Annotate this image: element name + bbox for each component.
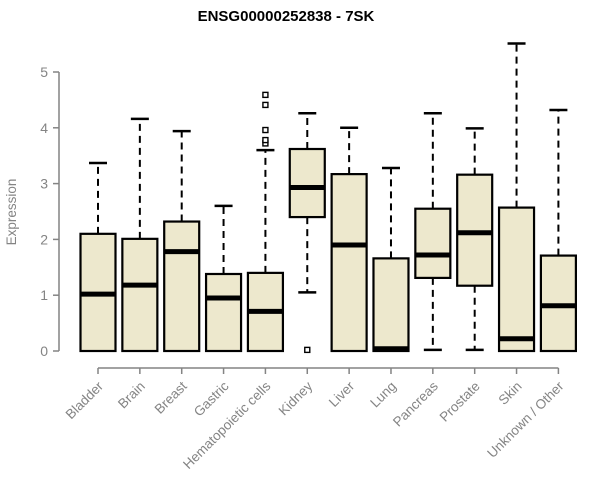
iqr-box bbox=[121, 237, 159, 353]
box-gastric bbox=[204, 204, 243, 353]
x-tick-label: Breast bbox=[152, 378, 190, 416]
x-tick-label: Liver bbox=[326, 378, 358, 410]
boxes-layer bbox=[79, 42, 578, 354]
y-tick-label: 5 bbox=[40, 64, 48, 80]
outlier-point bbox=[262, 101, 269, 109]
x-tick-label: Skin bbox=[495, 379, 524, 408]
x-tick-label: Unknown / Other bbox=[484, 378, 567, 461]
iqr-box bbox=[372, 257, 410, 353]
x-tick-label: Lung bbox=[367, 379, 399, 411]
iqr-box bbox=[414, 207, 452, 280]
box-prostate bbox=[456, 127, 494, 352]
chart-title: ENSG00000252838 - 7SK bbox=[198, 8, 375, 25]
iqr-box bbox=[163, 220, 201, 353]
y-tick-label: 0 bbox=[40, 343, 48, 359]
iqr-box bbox=[288, 147, 326, 219]
iqr-box bbox=[497, 206, 536, 353]
box-hematopoietic-cells bbox=[246, 91, 285, 353]
y-tick-label: 2 bbox=[40, 231, 48, 247]
x-tick-label: Gastric bbox=[191, 378, 232, 419]
iqr-box bbox=[330, 173, 368, 353]
box-brain bbox=[121, 117, 159, 353]
box-breast bbox=[163, 129, 201, 353]
box-kidney bbox=[288, 112, 326, 354]
box-unknown-other bbox=[539, 108, 578, 353]
y-axis-label: Expression bbox=[4, 179, 19, 246]
box-pancreas bbox=[414, 112, 452, 352]
x-tick-label: Prostate bbox=[437, 379, 483, 425]
outlier-point bbox=[262, 126, 269, 134]
outlier-point bbox=[262, 136, 269, 144]
box-liver bbox=[330, 126, 368, 353]
y-tick-label: 3 bbox=[40, 176, 48, 192]
box-lung bbox=[372, 166, 410, 353]
x-tick-label: Brain bbox=[115, 379, 148, 412]
iqr-box bbox=[204, 272, 243, 353]
x-tick-label: Kidney bbox=[276, 378, 316, 418]
outlier-point bbox=[304, 346, 311, 354]
box-bladder bbox=[79, 161, 117, 353]
y-tick-label: 4 bbox=[40, 120, 48, 136]
y-tick-label: 1 bbox=[40, 287, 48, 303]
box-skin bbox=[497, 42, 536, 353]
outlier-point bbox=[262, 91, 269, 99]
x-tick-label: Pancreas bbox=[390, 378, 441, 429]
iqr-box bbox=[456, 173, 494, 287]
x-tick-label: Bladder bbox=[63, 378, 107, 422]
iqr-box bbox=[539, 254, 578, 353]
